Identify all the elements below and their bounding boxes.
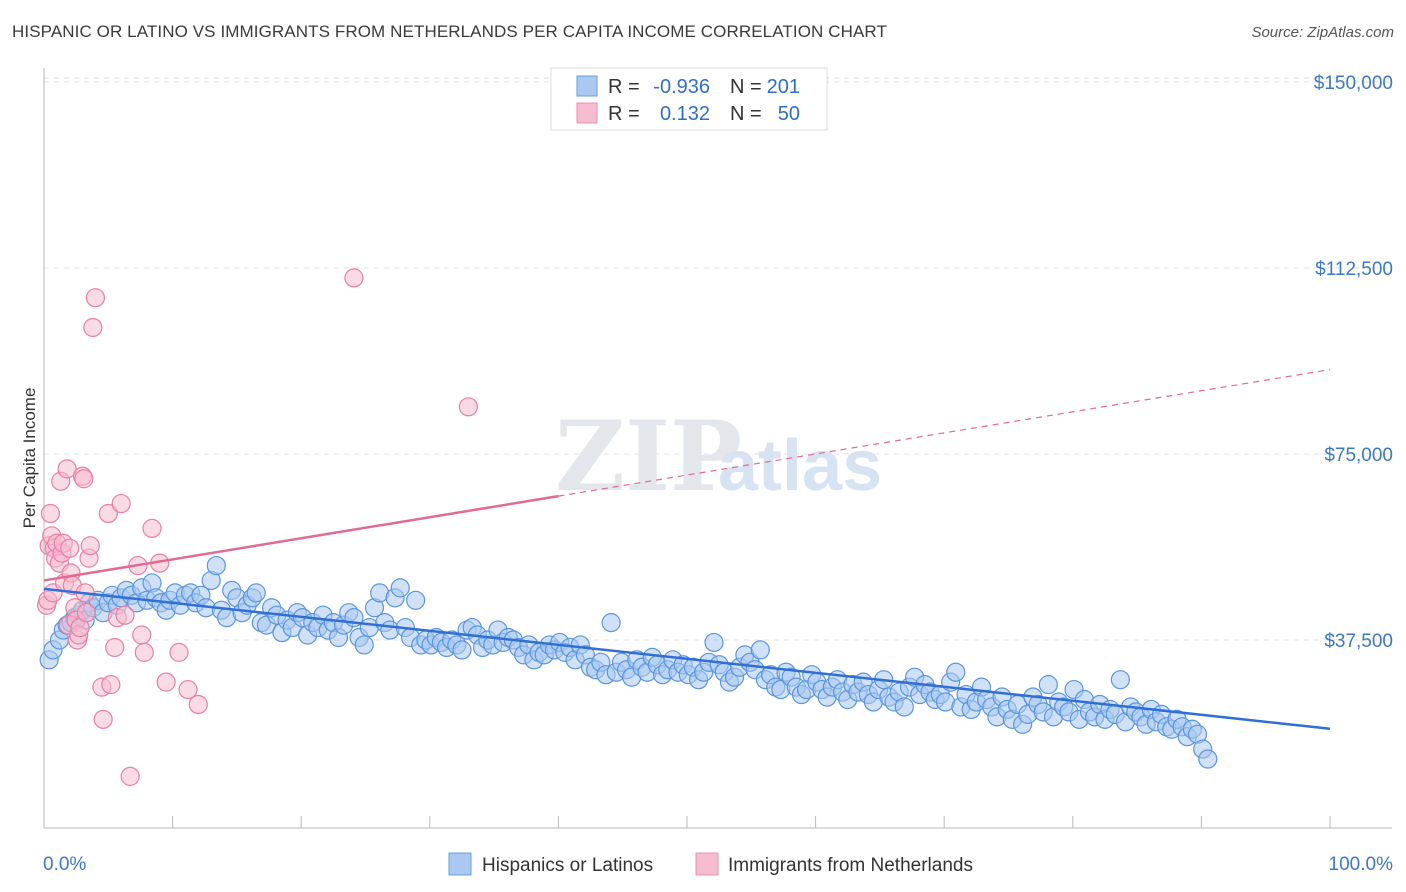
netherlands-point-47 xyxy=(169,642,189,662)
legend-n-value-1: 201 xyxy=(767,76,800,98)
watermark-atlas: atlas xyxy=(718,426,882,506)
netherlands-point-14 xyxy=(57,459,77,479)
y-tick-label-0: $37,500 xyxy=(1324,631,1393,652)
netherlands-point-35 xyxy=(101,675,121,695)
netherlands-point-50 xyxy=(344,268,364,288)
hispanic-point-198 xyxy=(1038,675,1058,695)
bottom-legend-label-2: Immigrants from Netherlands xyxy=(728,855,973,876)
netherlands-point-34 xyxy=(98,503,118,524)
netherlands-point-39 xyxy=(115,605,135,625)
hispanic-point-75 xyxy=(406,590,426,610)
correlation-legend: R = -0.936 N = 201 R = 0.132 N = 50 xyxy=(550,67,828,131)
trend-line-solid-1 xyxy=(43,494,559,582)
chart-title: HISPANIC OR LATINO VS IMMIGRANTS FROM NE… xyxy=(12,22,887,41)
hispanic-point-212 xyxy=(1110,670,1130,690)
hispanic-point-72 xyxy=(390,578,410,598)
y-tick-label-2: $112,500 xyxy=(1315,259,1393,280)
hispanic-point-113 xyxy=(601,613,621,633)
netherlands-point-51 xyxy=(458,397,478,417)
x-tick-right: 100.0% xyxy=(1329,854,1394,875)
source-credit: Source: ZipAtlas.com xyxy=(1251,24,1394,41)
watermark: ZIP atlas xyxy=(555,400,882,513)
gridlines xyxy=(44,77,1392,641)
y-tick-labels: $37,500 $75,000 $112,500 $150,000 xyxy=(1314,73,1393,652)
trend-line-0 xyxy=(43,587,1331,731)
legend-r-value-1: -0.936 xyxy=(653,76,710,98)
legend-r-value-2: 0.132 xyxy=(660,103,710,125)
hispanic-point-44 xyxy=(246,583,266,603)
hispanic-point-84 xyxy=(452,640,472,660)
netherlands-point-30 xyxy=(83,317,103,338)
hispanic-point-65 xyxy=(354,635,374,655)
netherlands-point-3 xyxy=(40,503,61,524)
netherlands-point-29 xyxy=(80,536,100,556)
hispanic-point-170 xyxy=(894,697,914,717)
netherlands-point-27 xyxy=(76,603,97,623)
y-axis-label: Per Capita Income xyxy=(20,388,39,529)
hispanic-point-180 xyxy=(946,662,966,682)
netherlands-point-49 xyxy=(188,694,208,715)
hispanic-point-36 xyxy=(206,555,226,576)
netherlands-point-44 xyxy=(142,518,162,538)
bottom-legend-label-1: Hispanics or Latinos xyxy=(482,855,653,876)
y-tick-label-3: $150,000 xyxy=(1314,73,1393,94)
series-legend: Hispanics or Latinos Immigrants from Net… xyxy=(448,852,973,876)
netherlands-point-42 xyxy=(132,625,152,645)
netherlands-point-48 xyxy=(178,679,198,700)
legend-r-label-1: R = xyxy=(608,76,640,98)
bottom-legend-swatch-pink xyxy=(695,852,719,876)
netherlands-point-43 xyxy=(134,642,154,662)
bottom-legend-swatch-blue xyxy=(448,852,472,876)
netherlands-point-33 xyxy=(93,709,113,729)
legend-swatch-blue xyxy=(576,75,598,97)
netherlands-point-16 xyxy=(60,538,80,558)
netherlands-point-38 xyxy=(111,493,131,514)
legend-n-label-2: N = xyxy=(730,103,762,125)
legend-n-value-2: 50 xyxy=(778,103,800,125)
netherlands-point-31 xyxy=(85,288,106,308)
legend-swatch-pink xyxy=(576,102,598,124)
y-tick-label-1: $75,000 xyxy=(1324,445,1393,466)
hispanic-point-229 xyxy=(1198,749,1218,769)
legend-n-label-1: N = xyxy=(730,76,762,98)
hispanic-point-133 xyxy=(704,632,724,653)
data-points xyxy=(36,268,1218,786)
watermark-zip: ZIP xyxy=(555,400,742,513)
trend-lines xyxy=(43,369,1331,731)
netherlands-point-36 xyxy=(105,637,125,658)
trend-line-dashed-1 xyxy=(558,369,1331,497)
netherlands-point-40 xyxy=(120,766,140,786)
axes xyxy=(43,68,1392,829)
netherlands-point-46 xyxy=(156,672,176,692)
x-tick-left: 0.0% xyxy=(43,854,86,875)
netherlands-point-25 xyxy=(74,469,94,489)
hispanic-point-142 xyxy=(750,640,770,660)
legend-r-label-2: R = xyxy=(608,103,640,125)
